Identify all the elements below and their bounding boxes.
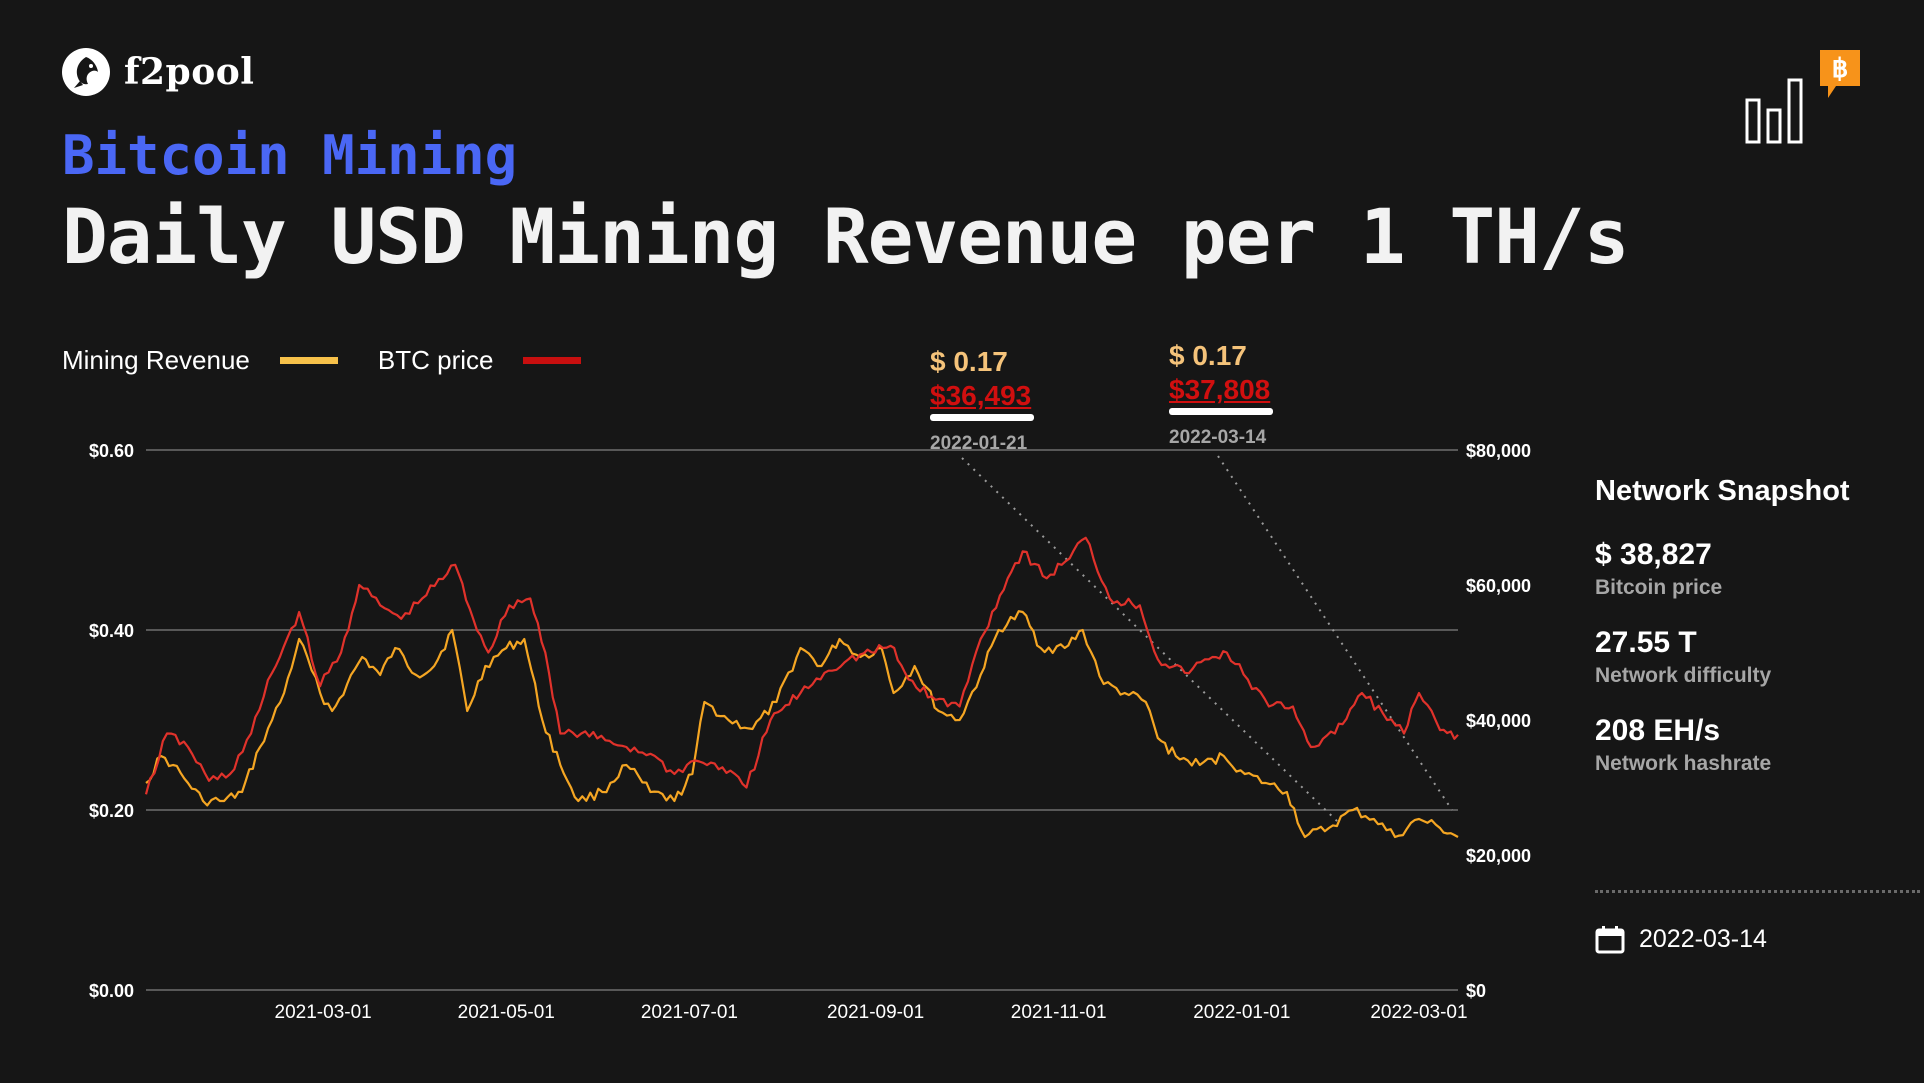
y-right-tick-label: $40,000: [1466, 711, 1531, 731]
x-tick-label: 2021-11-01: [1011, 1002, 1107, 1023]
y-right-tick-label: $20,000: [1466, 846, 1531, 866]
subtitle: Bitcoin Mining: [62, 124, 518, 187]
snapshot-date: 2022-03-14: [1639, 925, 1767, 953]
callout-date: 2022-03-14: [1169, 427, 1267, 448]
legend-label-revenue: Mining Revenue: [62, 345, 250, 375]
series-line-price: [144, 536, 1459, 795]
page-title: Daily USD Mining Revenue per 1 TH/s: [62, 192, 1629, 281]
callout-1: $ 0.17 $36,493 2022-01-21: [930, 346, 1034, 455]
y-left-tick-label: $0.00: [89, 981, 134, 1001]
callout-underline: [1169, 408, 1273, 415]
snapshot-label: Network difficulty: [1595, 664, 1772, 687]
callout-revenue: $ 0.17: [930, 346, 1008, 377]
svg-text:฿: ฿: [1832, 53, 1849, 83]
snapshot-date-row: 2022-03-14: [1595, 925, 1767, 954]
f2pool-logo: f2pool: [62, 48, 254, 96]
snapshot-item-price: $ 38,827 Bitcoin price: [1595, 538, 1915, 600]
legend-label-price: BTC price: [377, 345, 494, 375]
snapshot-value: $ 38,827: [1595, 538, 1712, 571]
y-right-tick-label: $60,000: [1466, 576, 1531, 596]
legend-swatch-revenue: [279, 357, 338, 364]
callout-price: $37,808: [1169, 374, 1271, 405]
legend-swatch-price: [523, 357, 582, 364]
callout-2: $ 0.17 $37,808 2022-03-14: [1169, 340, 1273, 449]
snapshot-label: Network hashrate: [1595, 752, 1772, 775]
y-left-tick-label: $0.40: [89, 621, 134, 641]
callout-leader-line: [1217, 455, 1453, 811]
x-tick-label: 2021-09-01: [827, 1002, 924, 1023]
series-line-revenue: [145, 610, 1459, 839]
snapshot-value: 208 EH/s: [1595, 714, 1721, 747]
x-tick-label: 2021-05-01: [458, 1002, 555, 1023]
y-right-tick-label: $80,000: [1466, 441, 1531, 461]
snapshot-item-difficulty: 27.55 T Network difficulty: [1595, 626, 1915, 688]
x-tick-label: 2022-01-01: [1193, 1002, 1290, 1023]
x-tick-label: 2021-03-01: [275, 1002, 372, 1023]
y-left-tick-label: $0.20: [89, 801, 134, 821]
network-snapshot: Network Snapshot $ 38,827 Bitcoin price …: [1595, 475, 1915, 802]
x-tick-label: 2022-03-01: [1370, 1002, 1467, 1023]
x-tick-label: 2021-07-01: [641, 1002, 738, 1023]
y-right-tick-label: $0: [1466, 981, 1486, 1001]
snapshot-label: Bitcoin price: [1595, 576, 1723, 599]
snapshot-title: Network Snapshot: [1595, 475, 1850, 507]
snapshot-item-hashrate: 208 EH/s Network hashrate: [1595, 714, 1915, 776]
y-left-tick-label: $0.60: [89, 441, 134, 461]
logo-text: f2pool: [124, 51, 255, 93]
callout-price: $36,493: [930, 380, 1032, 411]
snapshot-divider: [1595, 890, 1920, 893]
callout-revenue: $ 0.17: [1169, 340, 1247, 371]
legend: Mining Revenue BTC price: [62, 345, 621, 376]
callout-underline: [930, 414, 1034, 421]
callout-date: 2022-01-21: [930, 433, 1028, 454]
bitcoin-chart-icon: ฿: [1745, 50, 1860, 144]
calendar-icon: [1595, 925, 1625, 953]
snapshot-value: 27.55 T: [1595, 626, 1697, 659]
fish-logo-icon: [62, 48, 110, 96]
